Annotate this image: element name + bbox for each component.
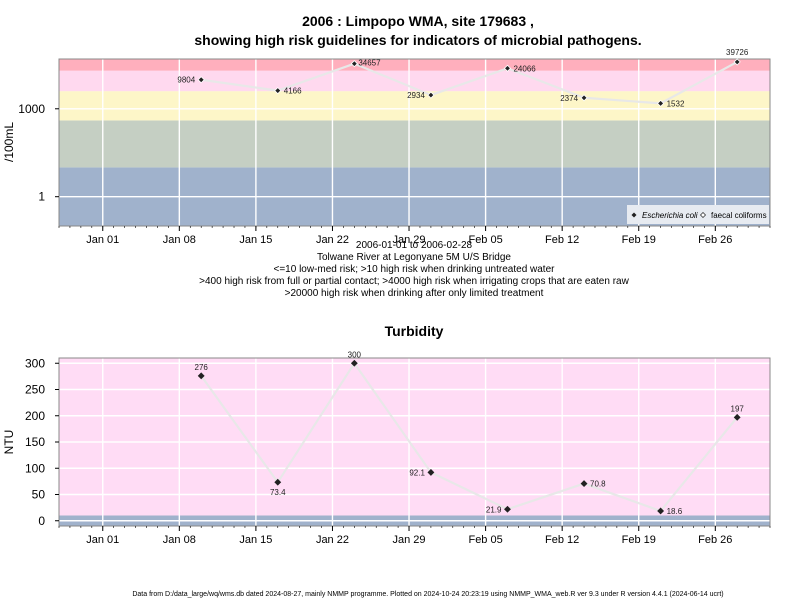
chart1-point-label-2: 34657 xyxy=(358,59,381,68)
chart1-point-label-0: 9804 xyxy=(177,76,195,85)
chart1-xtick-label-0: Jan 01 xyxy=(86,234,119,246)
microbial-chart: 1 1000 Jan 01 Jan 08 Jan 15 Jan 22 Jan 29 Feb 0… xyxy=(18,48,771,246)
chart2-point-label-2: 300 xyxy=(348,350,362,359)
caption-line-1: 2006-01-01 to 2006-02-28 xyxy=(356,240,473,251)
chart1-band-4 xyxy=(59,59,770,71)
chart2-series-line-0 xyxy=(200,361,739,513)
chart2-point-label-7: 197 xyxy=(731,404,745,413)
chart2-ytick-label-4: 200 xyxy=(25,409,45,423)
chart2-ytick-label-0: 0 xyxy=(38,514,45,528)
chart2-point-6 xyxy=(657,507,665,515)
chart2-point-7 xyxy=(733,413,741,421)
chart2-point-5 xyxy=(580,480,588,488)
chart1-xtick-label-2: Jan 15 xyxy=(239,234,272,246)
chart2-band-1 xyxy=(59,358,770,516)
chart1-point-2 xyxy=(350,60,358,68)
chart2-point-label-0: 276 xyxy=(195,363,209,372)
caption-line-2: Tolwane River at Legonyane 5M U/S Bridge xyxy=(317,252,511,263)
chart1-ytick-label-0: 1 xyxy=(38,190,45,204)
chart1-xtick-label-7: Feb 19 xyxy=(622,234,656,246)
chart1-band-1 xyxy=(59,120,770,168)
chart2-xtick-label-6: Feb 12 xyxy=(545,534,579,546)
chart2-ytick-label-6: 300 xyxy=(25,356,45,370)
chart1-point-4 xyxy=(503,64,512,72)
chart1-series-line-0 xyxy=(201,60,738,105)
chart1-title-line2: showing high risk guidelines for indicat… xyxy=(194,32,641,48)
chart1-point-label-7: 39726 xyxy=(726,48,749,57)
chart2-point-label-1: 73.4 xyxy=(270,488,286,497)
chart1-point-0 xyxy=(197,76,205,84)
chart2-point-label-4: 21.9 xyxy=(486,505,502,514)
chart2-xtick-label-3: Jan 22 xyxy=(316,534,349,546)
chart1-xtick-label-6: Feb 12 xyxy=(545,234,579,246)
chart2-xtick-label-2: Jan 15 xyxy=(239,534,272,546)
legend-label-faecal-coliforms: faecal coliforms xyxy=(711,211,767,220)
chart1-legend: Escherichia coli faecal coliforms xyxy=(627,205,769,224)
chart1-point-1 xyxy=(274,87,282,95)
chart1-point-label-5: 2374 xyxy=(560,94,578,103)
chart1-xtick-label-3: Jan 22 xyxy=(316,234,349,246)
chart2-xtick-label-8: Feb 26 xyxy=(698,534,732,546)
chart2-point-0 xyxy=(197,372,205,380)
turbidity-chart: 0 50 100 150 200 250 300 Jan 01 Jan 08 Jan 15 Jan … xyxy=(25,350,771,546)
chart2-xtick-label-5: Feb 05 xyxy=(468,534,502,546)
chart1-point-6 xyxy=(657,99,665,107)
chart1-band-2 xyxy=(59,91,770,121)
caption-line-3: <=10 low-med risk; >10 high risk when dr… xyxy=(274,264,556,275)
chart2-ytick-label-1: 50 xyxy=(32,488,46,502)
chart2-xtick-label-0: Jan 01 xyxy=(86,534,119,546)
chart1-xtick-label-8: Feb 26 xyxy=(698,234,732,246)
chart2-ytick-label-2: 100 xyxy=(25,461,45,475)
chart1-ytick-label-1: 1000 xyxy=(18,102,45,116)
chart1-frame xyxy=(58,58,771,227)
chart2-ytick-label-5: 250 xyxy=(25,383,45,397)
legend-marker-faecal-coliforms xyxy=(700,212,706,218)
chart2-point-label-3: 92.1 xyxy=(409,468,425,477)
legend-marker-e-coli xyxy=(631,212,637,218)
legend-label-e-coli: Escherichia coli xyxy=(642,211,698,220)
chart2-ytick-label-3: 150 xyxy=(25,435,45,449)
chart2-y-axis-label: NTU xyxy=(2,430,16,455)
chart1-point-5 xyxy=(580,94,588,102)
chart2-xtick-label-4: Jan 29 xyxy=(393,534,426,546)
chart2-point-label-6: 18.6 xyxy=(667,507,683,516)
chart1-point-label-4: 24066 xyxy=(513,64,536,73)
chart2-point-1 xyxy=(274,478,282,486)
chart1-xtick-label-5: Feb 05 xyxy=(468,234,502,246)
caption-line-4: >400 high risk from full or partial cont… xyxy=(199,276,629,287)
chart2-point-2 xyxy=(350,359,358,367)
chart1-point-label-3: 2934 xyxy=(407,91,425,100)
chart1-point-label-6: 1532 xyxy=(667,99,685,108)
chart1-point-7 xyxy=(733,58,741,66)
chart2-xtick-label-1: Jan 08 xyxy=(163,534,196,546)
chart2-point-3 xyxy=(427,468,435,476)
chart1-y-axis-label: /100mL xyxy=(2,122,16,162)
footer-note: Data from D:/data_large/wq/wms.db dated … xyxy=(132,591,723,598)
chart2-xtick-label-7: Feb 19 xyxy=(622,534,656,546)
chart2-title: Turbidity xyxy=(385,323,444,339)
chart1-xtick-label-4: Jan 29 xyxy=(393,234,426,246)
chart2-point-label-5: 70.8 xyxy=(590,480,606,489)
chart1-title-line1: 2006 : Limpopo WMA, site 179683 , xyxy=(302,13,534,29)
chart1-point-label-1: 4166 xyxy=(284,87,302,96)
chart1-xtick-label-1: Jan 08 xyxy=(163,234,196,246)
chart2-point-4 xyxy=(504,505,511,513)
caption-line-5: >20000 high risk when drinking after onl… xyxy=(285,288,544,299)
chart1-band-3 xyxy=(59,70,770,92)
chart1-legend-box xyxy=(627,205,769,224)
chart1-point-3 xyxy=(427,91,435,99)
